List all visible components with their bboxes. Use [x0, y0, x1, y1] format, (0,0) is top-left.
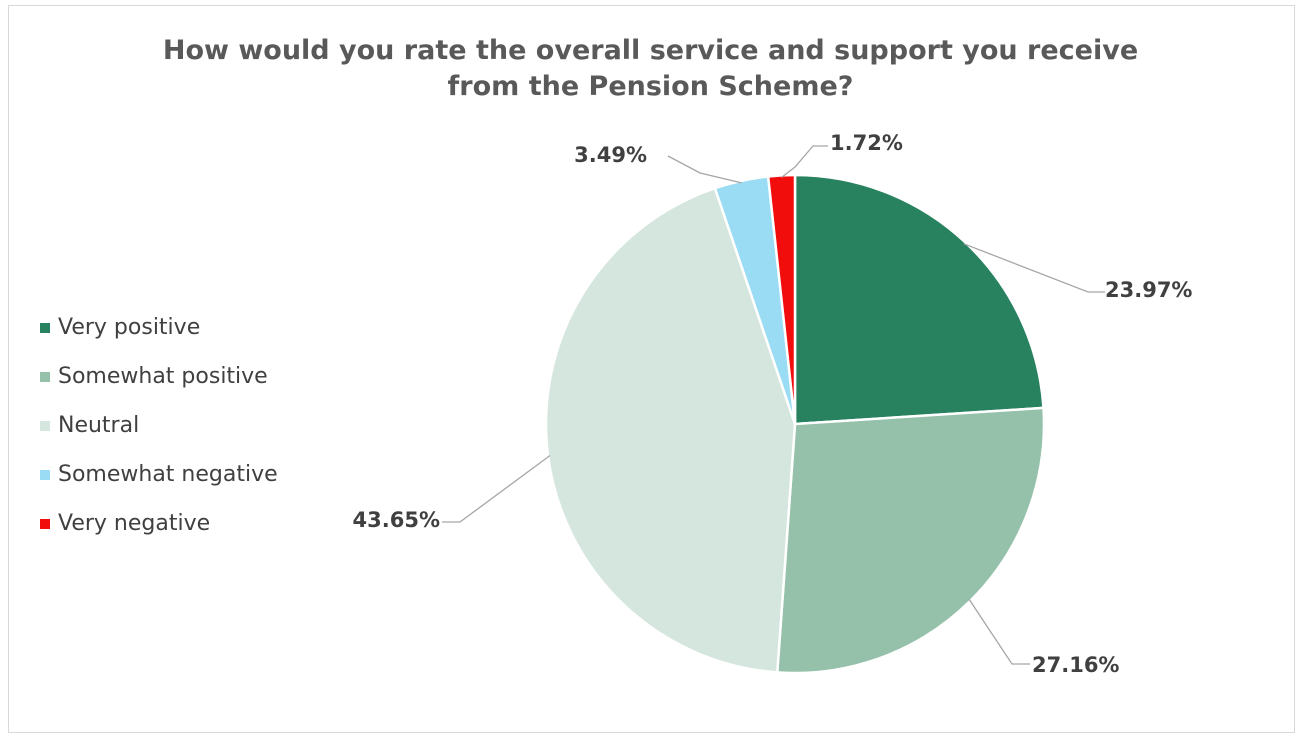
leader-line-very-positive: [963, 243, 1105, 293]
legend-swatch: [40, 470, 50, 480]
pie-slice-neutral: [544, 186, 797, 674]
legend-swatch: [40, 323, 50, 333]
leader-line-neutral: [442, 455, 551, 523]
legend-swatch: [40, 421, 50, 431]
legend-swatch: [40, 519, 50, 529]
chart-title-line-1: How would you rate the overall service a…: [162, 35, 1139, 66]
data-label-very-negative: 1.72%: [830, 131, 903, 155]
pie-slice-very-positive: [793, 173, 1045, 426]
legend-label: Somewhat positive: [58, 364, 268, 389]
legend-label: Neutral: [58, 413, 140, 438]
leader-line-somewhat-negative: [667, 155, 742, 184]
legend-swatch: [40, 372, 50, 382]
legend-label: Somewhat negative: [58, 462, 278, 487]
chart-title: How would you rate the overall service a…: [0, 33, 1301, 105]
legend-label: Very negative: [58, 511, 211, 536]
chart-title-line-2: from the Pension Scheme?: [447, 71, 854, 102]
pie-slice-somewhat-positive: [776, 406, 1046, 675]
leader-line-very-negative: [781, 145, 828, 178]
pie-slice-very-negative: [766, 173, 797, 426]
data-label-somewhat-negative: 3.49%: [574, 143, 647, 167]
data-label-very-positive: 23.97%: [1105, 278, 1192, 302]
legend-label: Very positive: [58, 315, 201, 340]
data-label-neutral: 43.65%: [353, 508, 440, 532]
leader-line-somewhat-positive: [968, 598, 1030, 665]
data-label-somewhat-positive: 27.16%: [1032, 653, 1119, 677]
